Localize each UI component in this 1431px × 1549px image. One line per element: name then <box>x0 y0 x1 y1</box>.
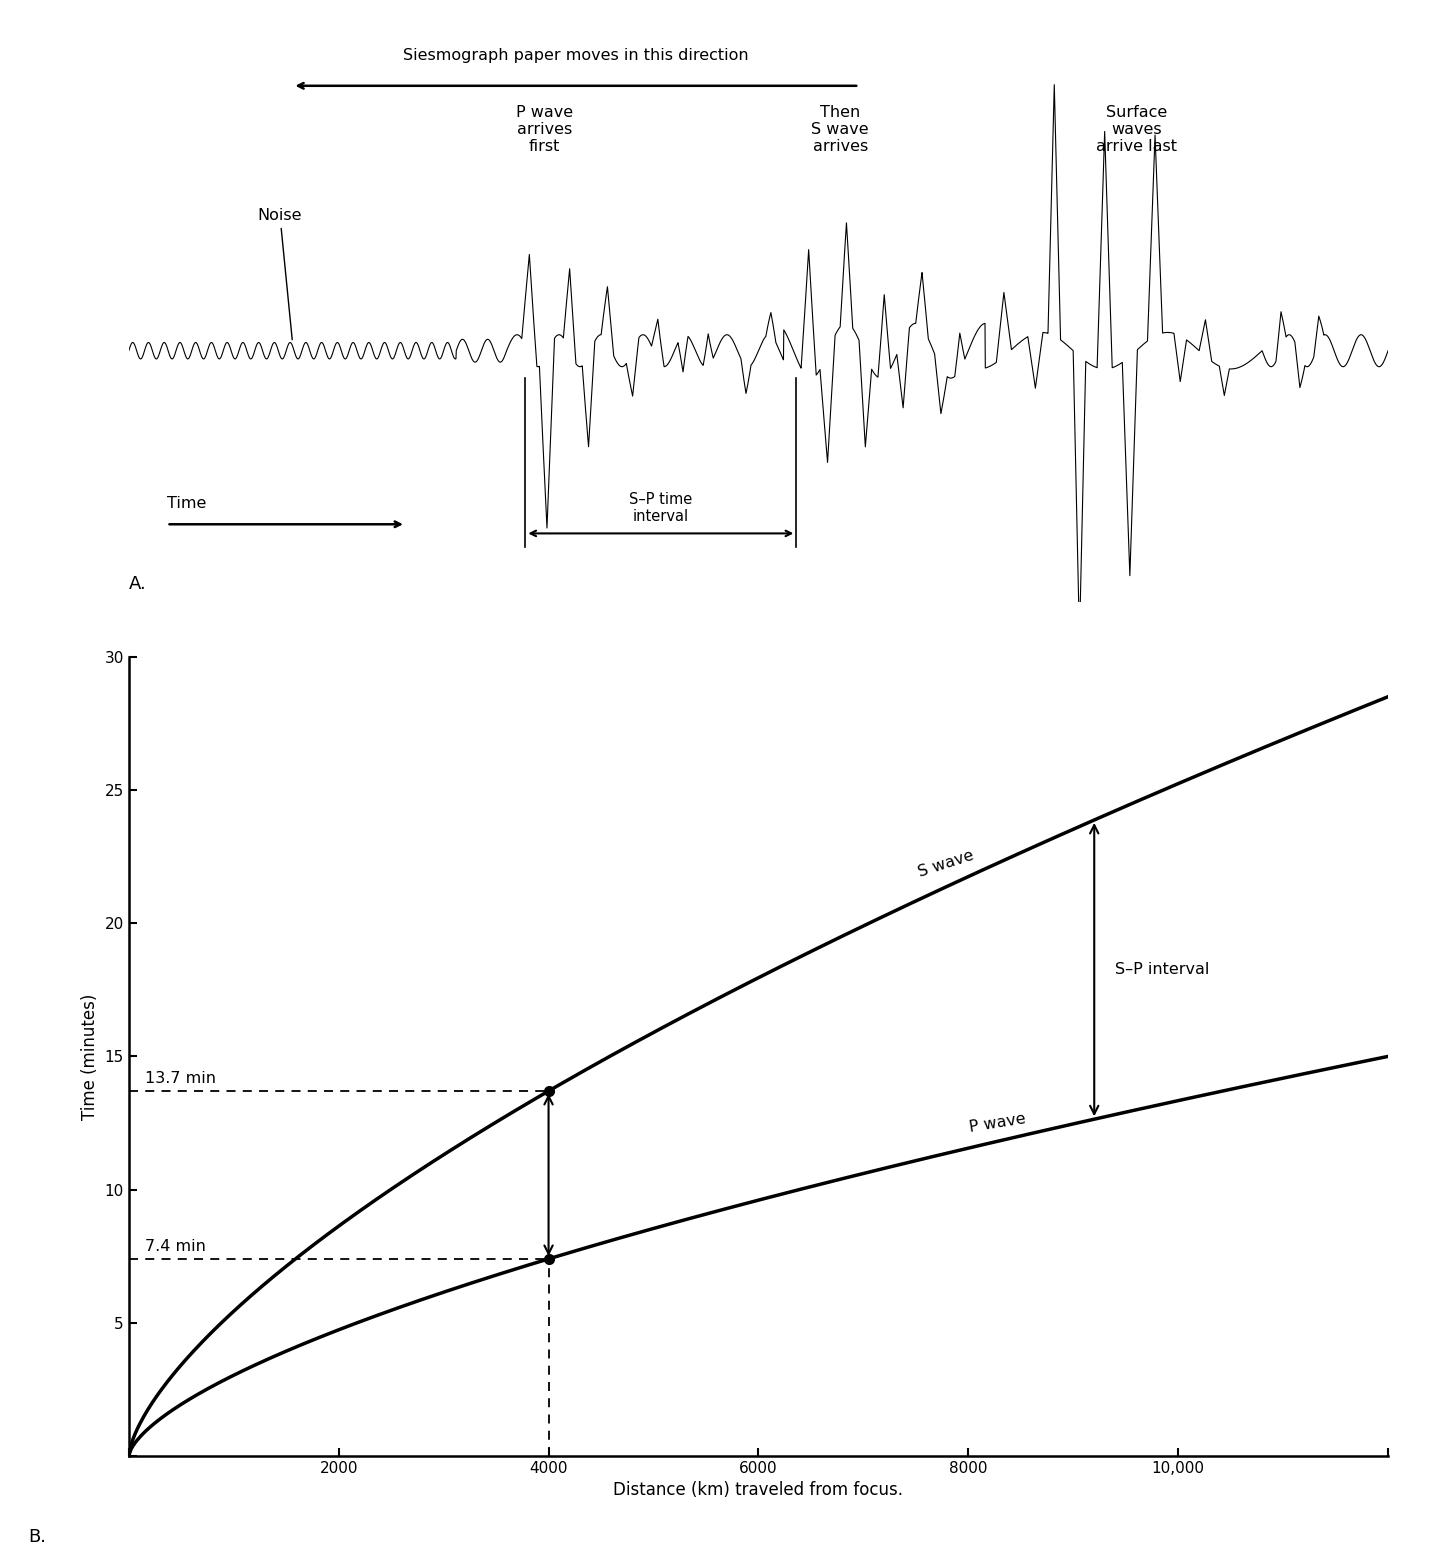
Text: P wave: P wave <box>969 1111 1027 1135</box>
Text: S–P time
interval: S–P time interval <box>630 493 693 524</box>
Text: 13.7 min: 13.7 min <box>145 1070 216 1086</box>
Text: Noise: Noise <box>258 208 302 339</box>
Y-axis label: Time (minutes): Time (minutes) <box>82 993 99 1120</box>
Text: B.: B. <box>29 1527 46 1546</box>
Text: Siesmograph paper moves in this direction: Siesmograph paper moves in this directio… <box>404 48 748 64</box>
Text: Then
S wave
arrives: Then S wave arrives <box>811 104 869 155</box>
Text: A.: A. <box>129 575 146 593</box>
Text: S–P interval: S–P interval <box>1115 962 1209 977</box>
Text: P wave
arrives
first: P wave arrives first <box>515 104 572 155</box>
X-axis label: Distance (km) traveled from focus.: Distance (km) traveled from focus. <box>614 1481 903 1499</box>
Text: Time: Time <box>166 496 206 511</box>
Text: S wave: S wave <box>916 847 976 880</box>
Text: Surface
waves
arrive last: Surface waves arrive last <box>1096 104 1176 155</box>
Text: 7.4 min: 7.4 min <box>145 1239 206 1253</box>
